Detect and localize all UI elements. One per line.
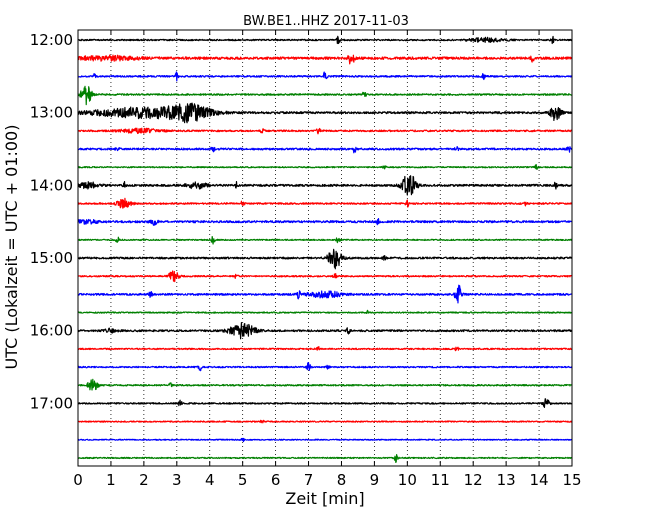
x-tick-label: 2 (139, 471, 149, 489)
x-tick-label: 5 (238, 471, 248, 489)
trace-line (77, 361, 573, 372)
trace-line (77, 35, 573, 45)
plot-frame (77, 29, 573, 467)
x-tick-label: 6 (271, 471, 281, 489)
trace-line (77, 175, 573, 196)
x-tick-label: 1 (106, 471, 116, 489)
trace-line (77, 437, 573, 443)
trace-line (77, 270, 573, 283)
trace-line (77, 378, 573, 391)
y-tick-label: 12:00 (30, 31, 73, 49)
x-axis-label: Zeit [min] (285, 489, 364, 508)
y-tick-label: 14:00 (30, 176, 73, 194)
x-tick-label: 9 (370, 471, 380, 489)
trace-line (77, 85, 573, 106)
grid-lines (110, 30, 540, 466)
chart-title: BW.BE1..HHZ 2017-11-03 (243, 14, 409, 29)
x-tick-label: 15 (562, 471, 581, 489)
x-tick-label: 8 (337, 471, 347, 489)
trace-line (77, 454, 573, 464)
x-tick-label: 0 (73, 471, 83, 489)
x-tick-label: 3 (172, 471, 182, 489)
trace-line (77, 322, 573, 340)
trace-line (77, 419, 573, 424)
trace-line (77, 345, 573, 352)
trace-line (77, 102, 573, 124)
trace-line (77, 146, 573, 154)
y-tick-label: 13:00 (30, 104, 73, 122)
y-axis-label: UTC (Lokalzeit = UTC + 01:00) (2, 125, 21, 370)
trace-line (77, 54, 573, 65)
trace-line (77, 398, 573, 409)
trace-line (77, 248, 573, 270)
trace-line (77, 127, 573, 135)
y-tick-label: 15:00 (30, 249, 73, 267)
x-tick-label: 14 (530, 471, 549, 489)
trace-line (77, 218, 573, 226)
x-tick-label: 10 (398, 471, 417, 489)
trace-line (77, 309, 573, 314)
axis-ticks: 0 1 2 3 4 5 6 7 8 9 10 11 12 13 14 1512:0013:0014:0015:… (30, 30, 582, 489)
trace-line (77, 71, 573, 82)
trace-line (77, 284, 573, 304)
x-tick-label: 11 (431, 471, 450, 489)
y-tick-label: 17:00 (30, 394, 73, 412)
x-tick-label: 12 (464, 471, 483, 489)
y-tick-label: 16:00 (30, 322, 73, 340)
trace-layer (77, 35, 573, 464)
trace-line (77, 197, 573, 209)
trace-line (77, 235, 573, 245)
x-tick-label: 13 (497, 471, 516, 489)
trace-line (77, 164, 573, 171)
x-tick-label: 4 (205, 471, 215, 489)
x-tick-label: 7 (304, 471, 314, 489)
